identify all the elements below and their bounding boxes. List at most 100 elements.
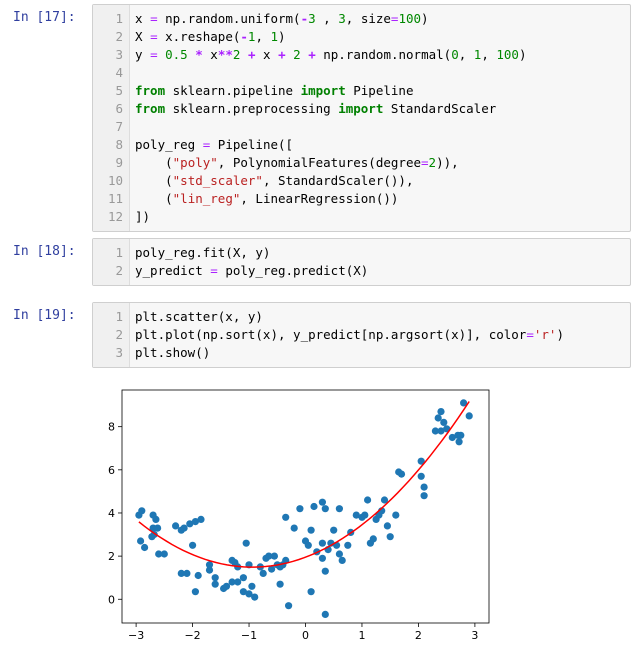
- data-point: [321, 505, 329, 513]
- data-point: [364, 496, 372, 504]
- data-point: [205, 561, 214, 569]
- regression-line: [138, 401, 470, 568]
- y-tick-label: 2: [108, 550, 115, 563]
- data-point: [211, 574, 219, 582]
- y-tick-label: 4: [108, 507, 115, 520]
- data-point: [440, 418, 448, 426]
- data-point: [335, 550, 343, 558]
- data-point: [222, 582, 231, 590]
- data-point: [318, 539, 326, 547]
- data-point: [270, 552, 278, 560]
- data-point: [321, 610, 329, 618]
- data-point: [245, 590, 253, 598]
- x-tick-label: −1: [241, 629, 257, 642]
- code-text: from sklearn.pipeline import Pipeline: [135, 83, 414, 98]
- data-point: [352, 511, 360, 519]
- code-text: ("poly", PolynomialFeatures(degree=2)),: [135, 155, 459, 170]
- x-tick-label: 1: [358, 629, 365, 642]
- data-point: [386, 533, 394, 541]
- data-point: [380, 496, 389, 504]
- line-number: 9: [115, 155, 123, 170]
- data-point: [259, 569, 267, 577]
- line-number: 11: [107, 191, 123, 206]
- y-tick-label: 8: [108, 421, 115, 434]
- data-point: [234, 578, 242, 586]
- line-number: 6: [115, 101, 123, 116]
- code-text: plt.show(): [135, 345, 211, 360]
- data-point: [194, 571, 202, 580]
- code-cell[interactable]: In [19]: 1 plt.scatter(x, y) 2 plt.plot(np.s…: [0, 302, 631, 372]
- data-point: [344, 541, 352, 549]
- input-prompt: In [18]:: [13, 244, 76, 259]
- data-point: [154, 524, 162, 532]
- line-number: 1: [115, 309, 123, 324]
- input-prompt: In [19]:: [13, 308, 76, 323]
- data-point: [239, 574, 247, 582]
- data-point: [155, 550, 163, 558]
- data-point: [183, 569, 191, 577]
- code-text: poly_reg = Pipeline([: [135, 137, 294, 152]
- data-point: [248, 582, 256, 590]
- line-number-gutter: [93, 5, 130, 231]
- code-text: plt.scatter(x, y): [135, 309, 263, 324]
- code-cell[interactable]: In [18]: 1 poly_reg.fit(X, y) 2 y_predict = …: [0, 238, 631, 290]
- data-point: [307, 588, 315, 596]
- data-point: [191, 588, 199, 596]
- line-number-gutter: [93, 239, 130, 285]
- data-point: [160, 550, 168, 558]
- line-number: 10: [107, 173, 123, 188]
- data-point: [460, 399, 468, 407]
- data-point: [296, 505, 304, 513]
- data-point: [242, 539, 250, 547]
- data-point: [285, 602, 293, 610]
- line-number: 2: [115, 29, 123, 44]
- code-text: ("std_scaler", StandardScaler()),: [135, 173, 414, 188]
- data-point: [152, 515, 160, 523]
- input-prompt: In [17]:: [13, 10, 76, 25]
- code-cell[interactable]: In [17]: 1 x = np.random.uniform(-3 , 3, s…: [0, 4, 631, 236]
- data-point: [137, 537, 145, 545]
- data-point: [141, 543, 149, 552]
- line-number: 12: [107, 209, 123, 224]
- data-point: [437, 408, 445, 416]
- line-number: 5: [115, 83, 123, 98]
- code-editor[interactable]: 1 plt.scatter(x, y) 2 plt.plot(np.sort(x), …: [92, 302, 631, 368]
- code-editor[interactable]: 1 poly_reg.fit(X, y) 2 y_predict = poly_reg…: [92, 238, 631, 286]
- code-text: plt.plot(np.sort(x), y_predict[np.argsor…: [135, 327, 564, 342]
- data-point: [465, 412, 473, 420]
- scatter-plot: −3 −2 −1 0 1 2 3 0 2 4 6 8: [108, 389, 490, 642]
- data-point: [307, 526, 315, 534]
- data-point: [457, 431, 465, 439]
- plot-frame: [121, 389, 490, 624]
- data-point: [304, 541, 312, 549]
- data-point: [191, 518, 199, 526]
- code-text: X = x.reshape(-1, 1): [135, 29, 286, 44]
- data-point: [318, 554, 326, 562]
- data-point: [330, 526, 338, 534]
- data-point: [265, 552, 273, 560]
- data-point: [318, 498, 326, 506]
- y-tick-label: 0: [108, 593, 115, 606]
- data-point: [420, 492, 428, 500]
- line-number: 2: [115, 327, 123, 342]
- data-point: [189, 541, 197, 549]
- data-point: [420, 483, 428, 491]
- data-point: [321, 567, 329, 575]
- line-number: 4: [115, 65, 123, 80]
- data-point: [211, 580, 219, 588]
- data-point: [335, 505, 343, 513]
- code-editor[interactable]: 1 x = np.random.uniform(-3 , 3, size=100)…: [92, 4, 631, 232]
- code-text: ("lin_reg", LinearRegression()): [135, 191, 399, 206]
- code-text: from sklearn.preprocessing import Standa…: [135, 101, 497, 116]
- data-point: [239, 588, 247, 596]
- data-point: [148, 533, 156, 541]
- data-point: [455, 438, 463, 446]
- data-point: [417, 472, 425, 480]
- x-tick-label: 3: [471, 629, 478, 642]
- x-tick-label: −2: [184, 629, 200, 642]
- data-point: [417, 457, 425, 465]
- data-point: [251, 593, 259, 601]
- x-tick-label: 2: [415, 629, 422, 642]
- line-number-gutter: [93, 303, 130, 367]
- data-point: [369, 535, 377, 543]
